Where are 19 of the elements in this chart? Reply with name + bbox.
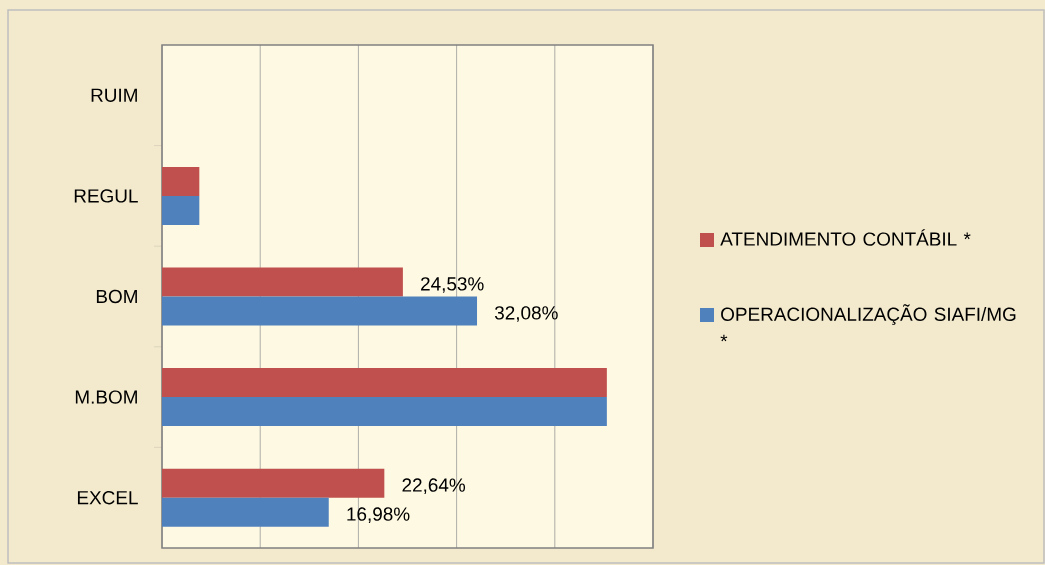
legend-label: OPERACIONALIZAÇÃO SIAFI/MG * (720, 304, 1016, 342)
bar (162, 267, 403, 297)
data-label: 24,53% (421, 277, 484, 293)
bar (162, 166, 200, 196)
y-tick-label: EXCEL (77, 490, 138, 505)
bar (162, 296, 478, 326)
bar (162, 468, 385, 498)
bar (162, 397, 607, 427)
y-tick-label: REGUL (74, 189, 138, 203)
bar (162, 497, 329, 527)
data-label: 22,64% (402, 478, 466, 494)
y-tick-label: RUIM (91, 88, 137, 102)
y-tick-label: M.BOM (75, 390, 137, 404)
data-label: 16,98% (347, 507, 410, 523)
bar (162, 195, 200, 225)
data-label: 32,08% (494, 306, 558, 322)
bar (162, 368, 607, 398)
y-tick-label: BOM (96, 289, 137, 304)
legend-label: ATENDIMENTO CONTÁBIL * (720, 229, 971, 246)
